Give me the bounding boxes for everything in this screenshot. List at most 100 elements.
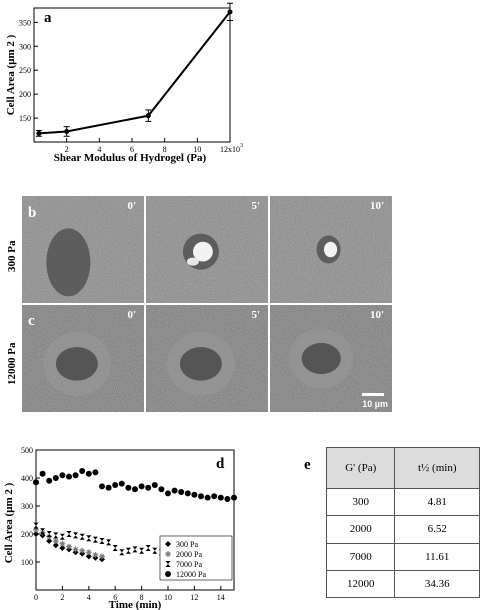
chart-d-point (211, 493, 218, 500)
panel-label-d: d (216, 456, 225, 472)
panel-label-a: a (44, 10, 52, 26)
chart-d-point (191, 491, 198, 498)
chart-d-point (132, 486, 138, 493)
chart-d-point (40, 528, 46, 535)
chart-d-ytick-label: 300 (21, 502, 33, 511)
table-row: 7000 11.61 (325, 542, 480, 571)
table-cell: 11.61 (394, 542, 480, 571)
chart-a-xtick-label: 8 (163, 145, 167, 154)
chart-a-point (145, 109, 152, 122)
micrograph-frame: 5' (146, 196, 268, 303)
table-header-thalf: t½ (min) (394, 447, 480, 489)
chart-a-frame (33, 7, 231, 143)
chart-a-xtick-label: 6 (130, 145, 134, 154)
chart-d-point (59, 472, 66, 479)
chart-d-point (125, 484, 132, 491)
chart-d-point (119, 549, 125, 556)
micrograph-frame: 0' (22, 196, 144, 303)
chart-d-ytick-label: 500 (21, 446, 33, 455)
chart-d-point (92, 469, 99, 476)
chart-d-point (59, 533, 65, 540)
table-cell: 4.81 (394, 487, 480, 517)
chart-d-point (73, 532, 79, 539)
frame-timestamp: 0' (127, 309, 136, 321)
micrograph-grid: 0' 5' 10' 0' 5' 10' 10 µm (22, 196, 393, 412)
chart-a-point (63, 126, 70, 137)
chart-d-point (85, 470, 92, 477)
chart-d-point (79, 468, 86, 474)
chart-a-point (227, 2, 233, 21)
chart-d-point (138, 483, 145, 490)
table-row: 2000 6.52 (325, 515, 480, 544)
chart-d-point (92, 536, 98, 543)
micrograph-frame: 10' (270, 196, 392, 303)
chart-d-point (46, 477, 53, 484)
chart-d-point (66, 543, 72, 550)
chart-d-point (85, 549, 92, 556)
chart-d-xtick-label: 12 (190, 593, 198, 602)
chart-d-xlabel: Time (min) (109, 599, 162, 610)
chart-d-legend-label: 2000 Pa (176, 550, 202, 559)
row-label-300: 300 Pa (6, 240, 18, 272)
chart-d-point (33, 522, 39, 529)
chart-a: 150 200 250 300 350 2 4 6 8 10 12x10 Cell Area (μm… (5, 2, 243, 164)
chart-d-ytick-label: 100 (21, 558, 33, 567)
chart-d-point (171, 487, 178, 494)
chart-d-legend-label: 7000 Pa (176, 560, 202, 569)
chart-d-point (59, 540, 66, 547)
panel-label-b: b (28, 205, 37, 221)
chart-a-ytick-label: 200 (19, 90, 31, 99)
chart-a-xtick-label: 4 (97, 145, 101, 154)
chart-d-ylabel: Cell Area (μm 2 ) (3, 482, 15, 563)
frame-timestamp: 10' (369, 200, 384, 212)
chart-d-point (85, 553, 92, 560)
halftime-table: G' (Pa) t½ (min) 300 4.81 2000 6.52 7000 11… (325, 447, 480, 599)
frame-timestamp: 5' (251, 200, 260, 212)
chart-d-legend-marker (165, 561, 171, 567)
chart-a-xlabel: Shear Modulus of Hydrogel (Pa) (54, 152, 207, 164)
chart-a-xtick-label: 12x10 (220, 145, 240, 154)
chart-d-point (198, 493, 204, 500)
chart-d-point (92, 552, 99, 558)
table-cell: 34.36 (394, 569, 480, 599)
chart-d-point (204, 494, 211, 501)
chart-d-point (231, 494, 237, 501)
frame-timestamp: 5' (251, 309, 260, 321)
panel-label-e: e (304, 457, 311, 473)
panel-label-c: c (28, 313, 35, 329)
chart-d-frame (35, 449, 235, 591)
chart-d-point (112, 482, 119, 488)
chart-d-point (217, 494, 224, 501)
chart-d-point (52, 475, 59, 481)
table-cell: 2000 (325, 515, 396, 544)
table-cell: 6.52 (394, 515, 480, 544)
chart-d-point (106, 539, 112, 546)
micrograph-frame: 5' (146, 305, 268, 412)
chart-d-point (125, 547, 131, 554)
table-row: 12000 34.36 (325, 569, 480, 599)
chart-d-point (165, 490, 171, 497)
chart-d-legend-marker (165, 571, 171, 577)
chart-d-point (39, 470, 46, 477)
chart-d-point (52, 542, 59, 549)
chart-a-point (35, 130, 42, 137)
chart-d-xtick-label: 10 (164, 593, 172, 602)
chart-d-point (33, 531, 39, 537)
chart-d-point (145, 484, 152, 491)
chart-d-point (52, 538, 59, 544)
chart-d-point (72, 546, 79, 553)
chart-d-legend-label: 12000 Pa (176, 570, 206, 579)
micrograph-frame: 0' (22, 305, 144, 412)
chart-d-point (46, 538, 53, 544)
table-cell: 300 (325, 487, 396, 517)
chart-d-legend-marker (165, 551, 171, 557)
table-row: 300 4.81 (325, 487, 480, 517)
chart-a-ytick-label: 150 (19, 114, 31, 123)
chart-a-ytick-label: 300 (19, 42, 31, 51)
chart-d-xtick-label: 8 (140, 593, 144, 602)
chart-d-point (118, 480, 125, 487)
chart-a-ytick-label: 350 (19, 18, 31, 27)
row-label-12000: 12000 Pa (6, 342, 18, 385)
chart-d-ytick-label: 200 (21, 530, 33, 539)
